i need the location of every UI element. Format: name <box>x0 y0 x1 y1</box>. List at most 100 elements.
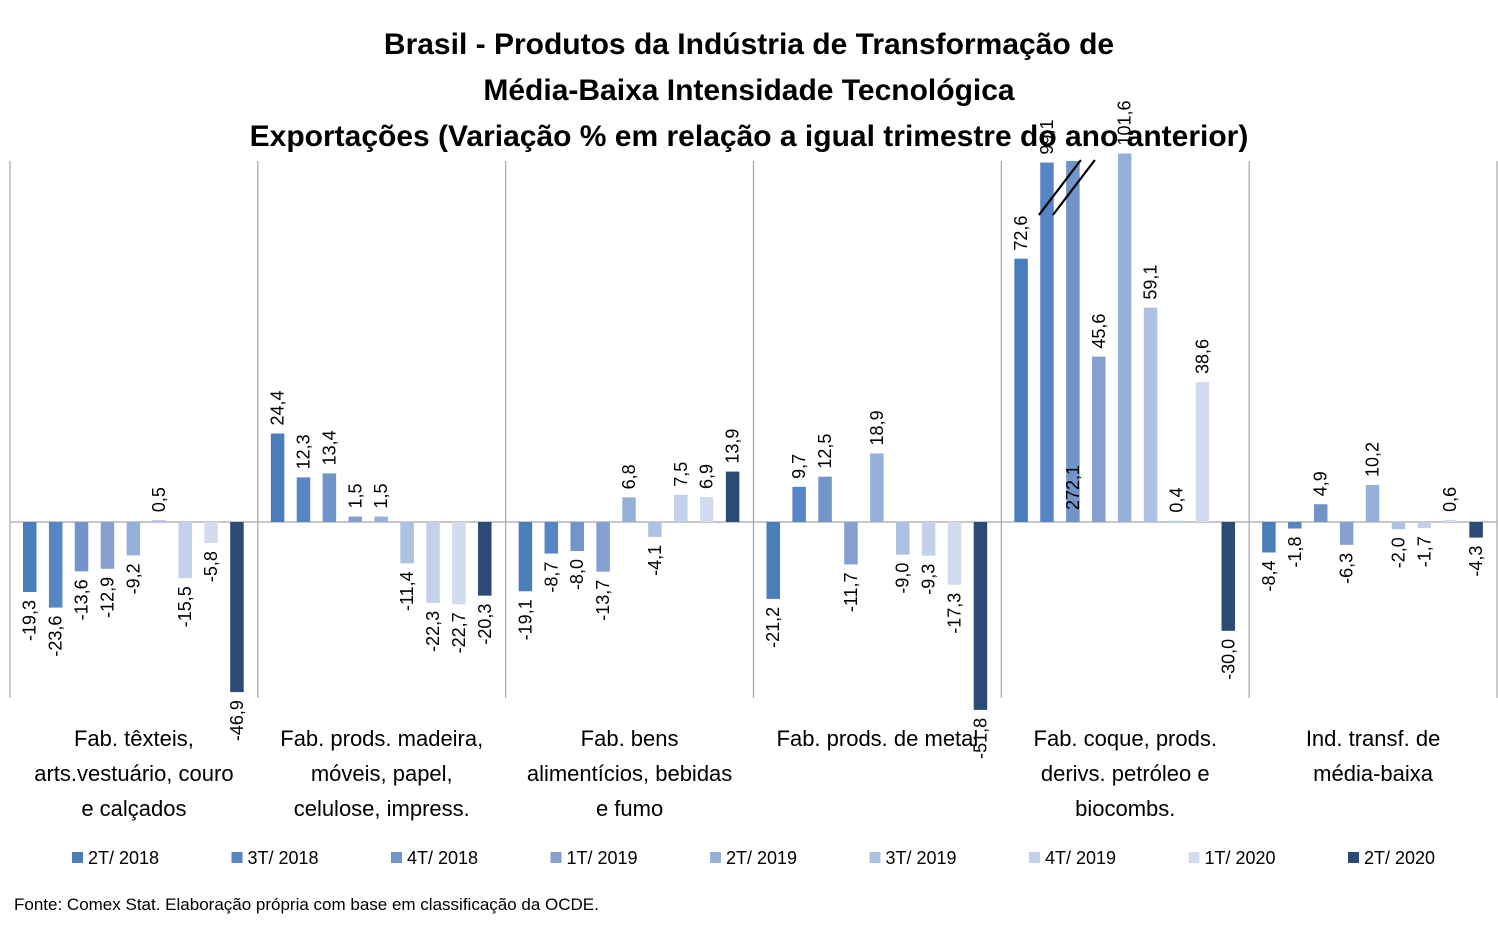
bar <box>921 522 936 556</box>
bar <box>570 522 584 552</box>
category-label: Fab. prods. de metal <box>777 726 979 751</box>
value-label: -1,8 <box>1285 537 1305 568</box>
bar <box>622 497 636 522</box>
category-label: média-baixa <box>1313 761 1434 786</box>
bar <box>100 522 115 569</box>
bar <box>674 494 688 522</box>
value-label: 7,5 <box>671 462 691 487</box>
bar <box>74 522 89 572</box>
chart-title: Brasil - Produtos da Indústria de Transf… <box>0 22 1498 160</box>
value-label: 18,9 <box>867 410 887 445</box>
value-label: -21,2 <box>763 607 783 648</box>
bar <box>348 516 363 522</box>
category-label: alimentícios, bebidas <box>527 761 732 786</box>
legend-label: 3T/ 2018 <box>248 848 319 868</box>
value-label: -22,7 <box>449 612 469 653</box>
bar <box>1169 520 1184 522</box>
value-label: -8,4 <box>1259 560 1279 591</box>
value-label: -6,3 <box>1337 553 1357 584</box>
bar <box>426 522 440 603</box>
legend-label: 2T/ 2019 <box>726 848 797 868</box>
bar <box>648 522 662 537</box>
bar <box>1092 356 1106 522</box>
bar <box>322 473 337 522</box>
category-label: e fumo <box>596 796 663 821</box>
bar <box>478 522 492 596</box>
bar <box>1014 258 1028 522</box>
bar <box>544 522 559 554</box>
bar <box>596 522 610 572</box>
category-label: Fab. têxteis, <box>74 726 194 751</box>
bar <box>1117 153 1132 522</box>
legend-label: 1T/ 2019 <box>567 848 638 868</box>
value-label: 13,9 <box>723 429 743 464</box>
bar <box>766 522 780 599</box>
bar <box>152 520 166 522</box>
bar <box>1365 485 1380 522</box>
category-label: derivs. petróleo e <box>1041 761 1210 786</box>
legend-label: 3T/ 2019 <box>886 848 957 868</box>
bar <box>947 522 962 585</box>
legend-label: 1T/ 2020 <box>1205 848 1276 868</box>
value-label: 1,5 <box>371 484 391 509</box>
bar <box>818 476 832 522</box>
value-label: -13,6 <box>72 579 92 620</box>
bar <box>1417 522 1432 529</box>
bar <box>518 522 533 592</box>
value-label: -19,1 <box>515 599 535 640</box>
bar <box>48 522 63 608</box>
bar <box>1288 522 1302 529</box>
value-label: 6,9 <box>697 464 717 489</box>
value-label: -13,7 <box>593 580 613 621</box>
value-label: 38,6 <box>1192 339 1212 374</box>
value-label: 0,6 <box>1440 487 1460 512</box>
value-label: -12,9 <box>97 577 117 618</box>
value-label: 99,1 <box>1037 120 1057 155</box>
value-label: 9,7 <box>789 454 809 479</box>
legend-label: 2T/ 2018 <box>88 848 159 868</box>
value-label: -11,4 <box>397 571 417 611</box>
value-label: -51,8 <box>970 718 990 759</box>
source-note: Fonte: Comex Stat. Elaboração própria co… <box>14 895 599 914</box>
legend-swatch <box>710 852 721 863</box>
legend-swatch <box>391 852 402 863</box>
legend-swatch <box>1188 852 1200 863</box>
bar <box>1040 162 1054 522</box>
legend-label: 4T/ 2018 <box>407 848 478 868</box>
value-label: 24,4 <box>268 390 288 425</box>
bar <box>725 471 740 522</box>
value-label: 0,5 <box>149 487 169 512</box>
value-label: -9,2 <box>123 563 143 594</box>
bar <box>1391 522 1406 530</box>
bar <box>204 522 218 544</box>
bar <box>296 477 311 522</box>
bar <box>844 522 858 565</box>
bar <box>699 496 714 522</box>
legend-label: 2T/ 2020 <box>1364 848 1435 868</box>
value-label: 59,1 <box>1141 265 1161 300</box>
bar <box>374 516 388 522</box>
value-label: -2,0 <box>1388 537 1408 568</box>
value-label: -15,5 <box>175 586 195 627</box>
value-label: 72,6 <box>1011 216 1031 251</box>
category-label: Fab. coque, prods. <box>1034 726 1217 751</box>
value-label: -22,3 <box>423 611 443 652</box>
bar <box>792 486 806 522</box>
bar <box>896 522 910 555</box>
axis-break-mark <box>1052 159 1096 216</box>
legend-swatch <box>231 852 243 863</box>
value-label: 13,4 <box>319 430 339 465</box>
bar <box>1262 522 1276 553</box>
bar <box>1195 381 1210 522</box>
bar <box>973 522 988 710</box>
category-label: arts.vestuário, couro <box>34 761 233 786</box>
value-label: -20,3 <box>475 604 495 645</box>
bar <box>1143 307 1158 522</box>
value-label: -17,3 <box>945 593 965 634</box>
value-label: 6,8 <box>619 464 639 489</box>
bar <box>1221 522 1236 631</box>
bar <box>270 433 285 522</box>
legend-swatch <box>550 852 562 863</box>
value-label: -8,7 <box>541 562 561 593</box>
